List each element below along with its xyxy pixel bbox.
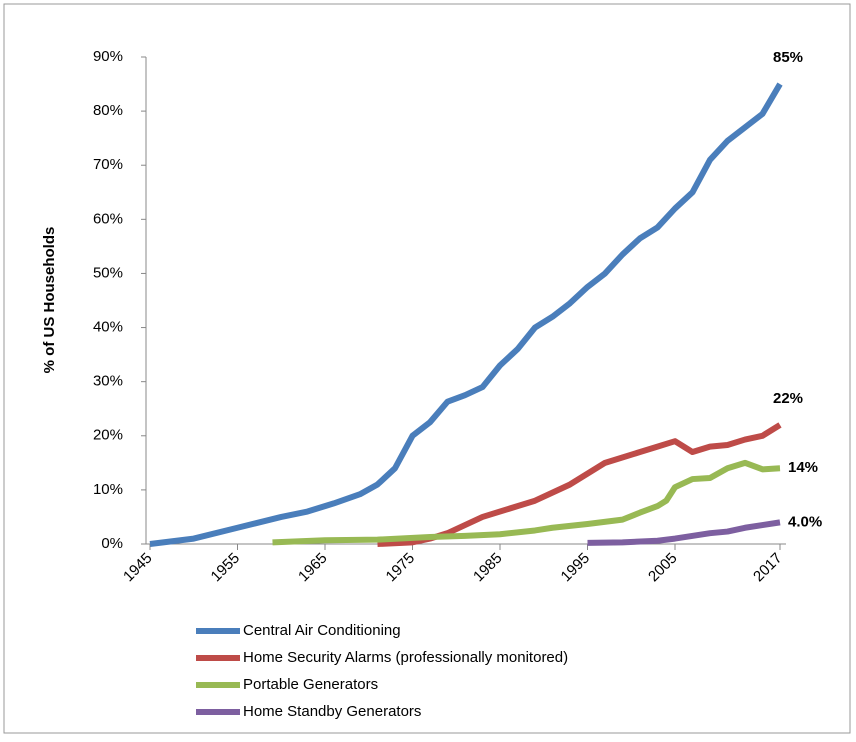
x-tick-label: 1975 (383, 550, 419, 586)
chart-frame (3, 3, 851, 734)
x-tick-label: 2017 (750, 550, 786, 586)
y-tick-label: 0% (101, 535, 123, 552)
x-tick-label: 1995 (558, 550, 594, 586)
x-tick-label: 1985 (470, 550, 506, 586)
y-tick-label: 30% (93, 373, 123, 390)
legend-label: Portable Generators (243, 676, 378, 693)
y-tick-label: 80% (93, 102, 123, 119)
legend-label: Home Security Alarms (professionally mon… (243, 649, 568, 666)
y-axis-label: % of US Households (41, 227, 58, 374)
y-tick-label: 50% (93, 264, 123, 281)
data-label: 14% (788, 459, 818, 476)
x-tick-label: 2005 (645, 550, 681, 586)
x-tick-label: 1955 (208, 550, 244, 586)
series-line (149, 82, 783, 547)
x-tick-label: 1945 (120, 550, 156, 586)
legend-label: Central Air Conditioning (243, 622, 401, 639)
y-tick-label: 10% (93, 481, 123, 498)
x-tick-label: 1965 (295, 550, 331, 586)
series-line (272, 459, 781, 546)
series-line (587, 519, 781, 546)
y-tick-label: 90% (93, 48, 123, 65)
legend-label: Home Standby Generators (243, 703, 421, 720)
data-label: 4.0% (788, 513, 822, 530)
data-label: 85% (773, 49, 803, 66)
y-tick-label: 20% (93, 427, 123, 444)
data-label: 22% (773, 390, 803, 407)
y-tick-label: 70% (93, 156, 123, 173)
y-tick-label: 60% (93, 210, 123, 227)
y-tick-label: 40% (93, 319, 123, 336)
